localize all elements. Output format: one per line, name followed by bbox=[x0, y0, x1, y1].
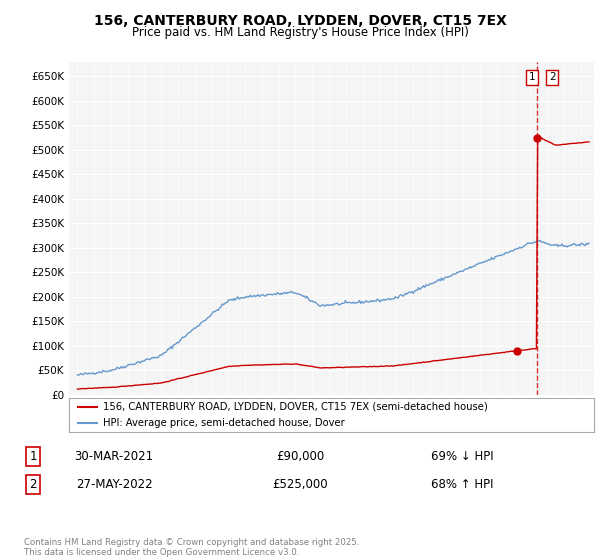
Text: 2: 2 bbox=[29, 478, 37, 491]
Text: 156, CANTERBURY ROAD, LYDDEN, DOVER, CT15 7EX: 156, CANTERBURY ROAD, LYDDEN, DOVER, CT1… bbox=[94, 14, 506, 28]
Text: 1: 1 bbox=[29, 450, 37, 463]
Text: Price paid vs. HM Land Registry's House Price Index (HPI): Price paid vs. HM Land Registry's House … bbox=[131, 26, 469, 39]
Text: 156, CANTERBURY ROAD, LYDDEN, DOVER, CT15 7EX (semi-detached house): 156, CANTERBURY ROAD, LYDDEN, DOVER, CT1… bbox=[103, 402, 488, 412]
Text: 68% ↑ HPI: 68% ↑ HPI bbox=[431, 478, 493, 491]
Text: 69% ↓ HPI: 69% ↓ HPI bbox=[431, 450, 493, 463]
Text: Contains HM Land Registry data © Crown copyright and database right 2025.
This d: Contains HM Land Registry data © Crown c… bbox=[24, 538, 359, 557]
Text: HPI: Average price, semi-detached house, Dover: HPI: Average price, semi-detached house,… bbox=[103, 418, 345, 428]
Text: £525,000: £525,000 bbox=[272, 478, 328, 491]
Text: 27-MAY-2022: 27-MAY-2022 bbox=[76, 478, 152, 491]
Text: 1: 1 bbox=[529, 72, 535, 82]
Text: 30-MAR-2021: 30-MAR-2021 bbox=[74, 450, 154, 463]
Text: 2: 2 bbox=[549, 72, 556, 82]
Text: £90,000: £90,000 bbox=[276, 450, 324, 463]
